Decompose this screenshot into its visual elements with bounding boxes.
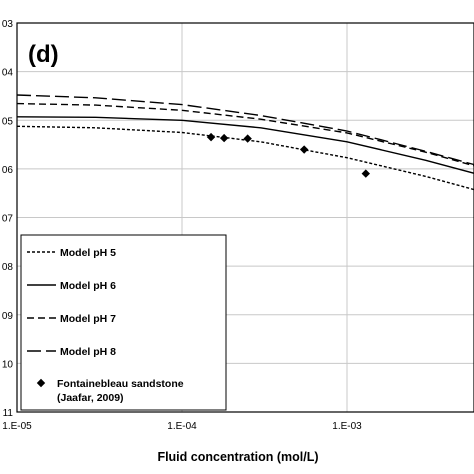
y-tick-label: 05 [2, 116, 14, 127]
x-tick-label: 1.E-05 [2, 421, 32, 432]
y-tick-label: 04 [2, 68, 14, 79]
legend-box [20, 234, 227, 411]
legend-label: (Jaafar, 2009) [57, 392, 124, 404]
panel-label: (d) [28, 41, 59, 68]
plot-area [16, 22, 474, 413]
y-tick-label: 09 [2, 311, 14, 322]
data-point-diamond [299, 145, 309, 154]
legend-label: Model pH 6 [60, 280, 116, 292]
x-axis-title: Fluid concentration (mol/L) [157, 450, 318, 464]
legend-marker-diamond [36, 378, 46, 388]
y-tick-label: 03 [2, 19, 14, 30]
series-line-3 [17, 102, 474, 167]
legend-label: Model pH 7 [60, 313, 116, 325]
x-tick-label: 1.E-03 [332, 421, 362, 432]
series-layer [17, 94, 474, 191]
x-tick-labels: 1.E-051.E-041.E-031.E-021.E-011.E+00 [2, 421, 362, 432]
legend: Model pH 5 Model pH 6 Model pH 7 Model pH 8… [20, 234, 227, 411]
data-point-diamond [206, 132, 216, 142]
legend-label: Model pH 8 [60, 346, 116, 358]
y-tick-label: 11 [3, 408, 14, 419]
data-point-diamond [243, 134, 252, 143]
y-tick-label: 06 [2, 165, 14, 176]
data-point-diamond [361, 169, 371, 178]
markers-layer [206, 132, 371, 178]
legend-label: Fontainebleau sandstone [57, 378, 184, 390]
x-tick-label: 1.E-04 [167, 421, 197, 432]
y-tick-label: 08 [2, 262, 14, 273]
series-line-1 [17, 125, 474, 191]
y-tick-labels: 03 04 05 06 07 08 09 10 11 [2, 19, 14, 419]
legend-label: Model pH 5 [60, 247, 116, 259]
data-point-diamond [219, 133, 229, 143]
y-tick-label: 07 [2, 214, 14, 225]
series-line-4 [17, 94, 474, 166]
series-line-2 [17, 116, 474, 175]
y-tick-label: 10 [2, 359, 14, 370]
